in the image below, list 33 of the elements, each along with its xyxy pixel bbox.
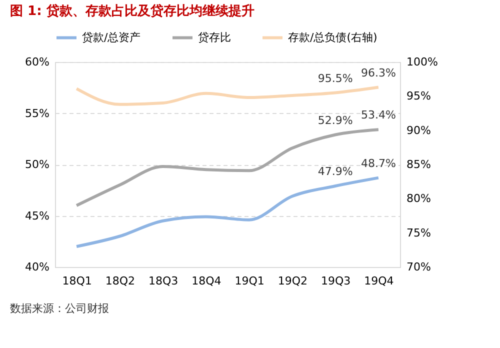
y2-tick-label: 95% — [406, 90, 431, 103]
line-series — [75, 176, 380, 248]
y-tick-label: 45% — [25, 209, 50, 222]
y2-tick-label: 75% — [406, 226, 431, 240]
x-tick-label: 18Q1 — [62, 274, 92, 288]
y-tick-label: 55% — [25, 106, 50, 120]
y2-tick-label: 70% — [406, 260, 431, 274]
legend-label: 贷存比 — [198, 30, 231, 44]
data-label: 52.9% — [318, 114, 353, 127]
y2-tick-label: 90% — [406, 124, 431, 137]
source-note: 数据来源：公司财报 — [10, 302, 109, 315]
x-tick-label: 19Q2 — [278, 274, 308, 288]
data-label: 47.9% — [318, 165, 353, 178]
y2-tick-label: 85% — [406, 158, 431, 171]
y-tick-label: 50% — [25, 158, 50, 171]
y2-tick-label: 100% — [406, 56, 438, 68]
data-label: 53.4% — [360, 108, 396, 122]
legend-label: 贷款/总资产 — [82, 30, 141, 44]
y2-tick-label: 80% — [406, 192, 431, 206]
x-tick-label: 18Q3 — [148, 274, 178, 288]
data-label: 96.3% — [360, 66, 396, 80]
chart-title: 图 1: 贷款、存款占比及贷存比均继续提升 — [10, 3, 254, 19]
data-label: 48.7% — [360, 156, 396, 170]
x-tick-label: 18Q2 — [105, 274, 136, 288]
x-tick-label: 19Q4 — [364, 274, 394, 288]
data-label: 95.5% — [318, 72, 353, 85]
y-tick-label: 40% — [25, 260, 50, 274]
y-tick-label: 60% — [25, 56, 50, 68]
legend-label: 存款/总负债(右轴) — [288, 30, 378, 44]
x-tick-label: 19Q3 — [320, 274, 351, 288]
x-tick-label: 19Q1 — [234, 274, 264, 288]
line-series — [75, 86, 380, 106]
x-tick-label: 18Q4 — [192, 274, 222, 288]
